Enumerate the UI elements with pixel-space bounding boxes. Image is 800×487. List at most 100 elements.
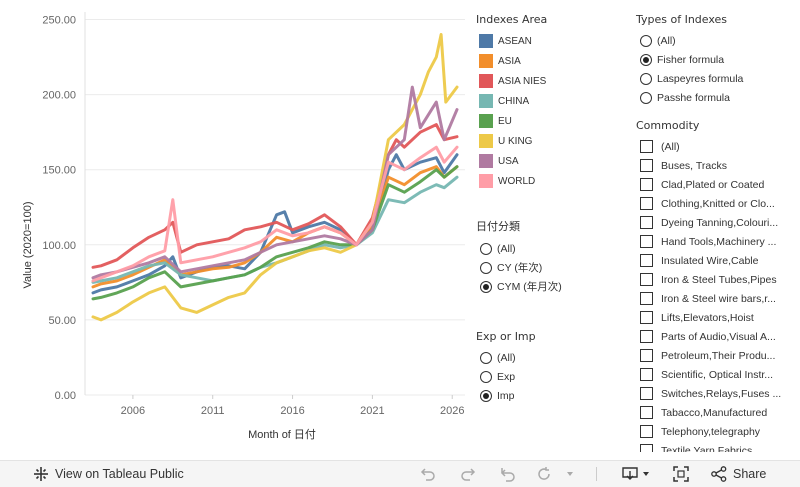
checkbox[interactable] [640,368,653,381]
commodity-filter[interactable]: Commodity (All) Buses, Tracks Clad,Plated … [636,119,800,452]
legend-item[interactable]: USA [476,151,616,171]
checkbox[interactable] [640,330,653,343]
legend-item[interactable]: ASIA [476,51,616,71]
legend-label: WORLD [498,175,536,187]
series-line-eu[interactable] [91,165,459,301]
radio-label: CY (年次) [497,262,543,274]
commodity-option[interactable]: Buses, Tracks [636,156,800,175]
chevron-down-icon [567,472,573,476]
series-line-u-king[interactable] [91,33,459,322]
checkbox[interactable] [640,406,653,419]
radio-label: Laspeyres formula [657,72,744,85]
commodity-option[interactable]: Dyeing Tanning,Colouri... [636,213,800,232]
date-filter-option[interactable]: (All) [476,239,616,258]
radio-button[interactable] [480,261,492,274]
share-button[interactable]: Share [711,466,766,482]
share-icon [711,466,727,482]
radio-button[interactable] [480,351,492,364]
date-filter-option[interactable]: CYM (年月次) [476,277,616,296]
series-line-world[interactable] [91,145,459,283]
y-axis-ticks: 0.00 50.00 100.00 150.00 200.00 250.00 [42,15,76,402]
view-on-tableau-public-label: View on Tableau Public [55,467,184,481]
download-button[interactable] [622,466,650,482]
revert-icon [500,468,515,482]
commodity-option[interactable]: Insulated Wire,Cable [636,251,800,270]
types-filter-title: Types of Indexes [636,13,728,26]
commodity-option[interactable]: Petroleum,Their Produ... [636,346,800,365]
checkbox[interactable] [640,311,653,324]
radio-button[interactable] [480,242,492,255]
legend-item[interactable]: ASEAN [476,31,616,51]
checkbox[interactable] [640,292,653,305]
exp-or-imp-filter: Exp or Imp (All) Exp Imp [476,330,616,405]
radio-label: Passhe formula [657,91,730,104]
radio-label: (All) [497,242,516,255]
legend-item[interactable]: EU [476,111,616,131]
types-filter-option[interactable]: Fisher formula [636,50,800,69]
checkbox[interactable] [640,349,653,362]
commodity-option[interactable]: Clothing,Knitted or Clo... [636,194,800,213]
radio-button[interactable] [480,280,492,293]
radio-button[interactable] [640,53,652,66]
commodity-label: Insulated Wire,Cable [661,254,759,267]
checkbox[interactable] [640,273,653,286]
commodity-option[interactable]: Lifts,Elevators,Hoist [636,308,800,327]
redo-button[interactable] [460,466,476,482]
series-line-asia-nies[interactable] [91,123,459,269]
checkbox[interactable] [640,425,653,438]
radio-button[interactable] [640,91,652,104]
radio-button[interactable] [480,370,492,383]
legend-swatch [479,54,493,68]
commodity-option[interactable]: Clad,Plated or Coated [636,175,800,194]
y-tick-label: 250.00 [42,15,76,27]
checkbox[interactable] [640,216,653,229]
pause-updates-button[interactable] [536,466,552,482]
fullscreen-button[interactable] [673,466,689,482]
exp-filter-option[interactable]: (All) [476,348,616,367]
radio-button[interactable] [640,72,652,85]
commodity-option[interactable]: Parts of Audio,Visual A... [636,327,800,346]
commodity-option[interactable]: Textile Yarn,Fabrics... [636,441,800,452]
radio-button[interactable] [640,34,652,47]
undo-button[interactable] [420,466,436,482]
revert-button[interactable] [500,466,516,482]
legend-item[interactable]: ASIA NIES [476,71,616,91]
commodity-option[interactable]: (All) [636,137,800,156]
series-line-asia[interactable] [91,165,459,289]
commodity-option[interactable]: Telephony,telegraphy [636,422,800,441]
legend-item[interactable]: CHINA [476,91,616,111]
types-filter-option[interactable]: Passhe formula [636,88,800,107]
commodity-option[interactable]: Scientific, Optical Instr... [636,365,800,384]
checkbox[interactable] [640,159,653,172]
checkbox[interactable] [640,178,653,191]
commodity-label: Buses, Tracks [661,159,727,172]
commodity-label: Hand Tools,Machinery ... [661,235,777,248]
exp-filter-option[interactable]: Imp [476,386,616,405]
types-filter-option[interactable]: (All) [636,31,800,50]
share-label: Share [733,467,767,481]
series-line-usa[interactable] [91,85,459,280]
legend-item[interactable]: WORLD [476,171,616,191]
commodity-filter-title: Commodity [636,119,700,132]
legend-item[interactable]: U KING [476,131,616,151]
types-filter-option[interactable]: Laspeyres formula [636,69,800,88]
more-undo-dropdown[interactable] [566,466,574,482]
checkbox[interactable] [640,140,653,153]
commodity-option[interactable]: Switches,Relays,Fuses ... [636,384,800,403]
commodity-option[interactable]: Iron & Steel Tubes,Pipes [636,270,800,289]
commodity-option[interactable]: Hand Tools,Machinery ... [636,232,800,251]
checkbox[interactable] [640,254,653,267]
checkbox[interactable] [640,444,653,452]
commodity-option[interactable]: Tabacco,Manufactured [636,403,800,422]
radio-button[interactable] [480,389,492,402]
checkbox[interactable] [640,197,653,210]
legend-swatch [479,174,493,188]
commodity-label: Iron & Steel Tubes,Pipes [661,273,777,286]
exp-filter-option[interactable]: Exp [476,367,616,386]
date-filter-option[interactable]: CY (年次) [476,258,616,277]
commodity-option[interactable]: Iron & Steel wire bars,r... [636,289,800,308]
checkbox[interactable] [640,387,653,400]
checkbox[interactable] [640,235,653,248]
view-on-tableau-public-link[interactable]: View on Tableau Public [33,466,184,482]
series-line-asean[interactable] [91,153,459,295]
